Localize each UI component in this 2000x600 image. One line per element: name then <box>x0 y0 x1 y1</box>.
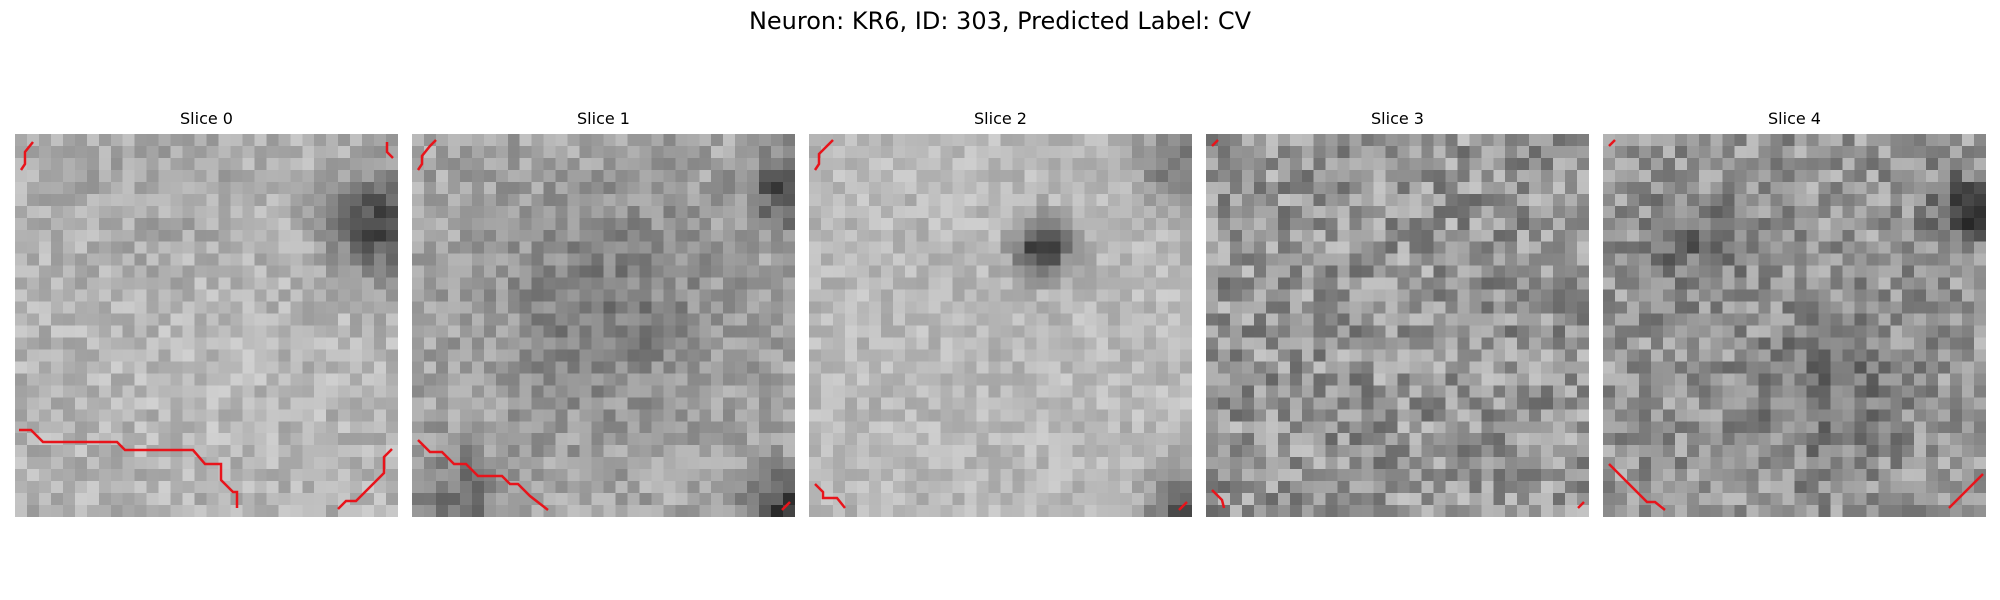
figure-title: Neuron: KR6, ID: 303, Predicted Label: C… <box>748 7 1252 35</box>
slice-pixels-4 <box>1603 134 1986 517</box>
contour-overlay-3 <box>1211 139 1585 509</box>
contour-overlay-1 <box>416 139 791 511</box>
contour-overlay-4 <box>1608 139 1984 511</box>
slice-pixels-3 <box>1206 134 1589 517</box>
slice-title-3: Slice 3 <box>1371 109 1424 128</box>
slice-panel-1: Slice 1 <box>412 106 795 517</box>
slice-image-1 <box>412 134 795 517</box>
slice-pixels-0 <box>15 134 398 517</box>
slice-panel-3: Slice 3 <box>1206 106 1589 517</box>
contour-overlay-2 <box>813 139 1188 511</box>
slice-image-0 <box>15 134 398 517</box>
slice-image-2 <box>809 134 1192 517</box>
slice-title-1: Slice 1 <box>577 109 630 128</box>
slice-title-2: Slice 2 <box>974 109 1027 128</box>
slice-title-4: Slice 4 <box>1768 109 1821 128</box>
slice-image-3 <box>1206 134 1589 517</box>
slice-image-4 <box>1603 134 1986 517</box>
slice-panel-0: Slice 0 <box>15 106 398 517</box>
slice-pixels-1 <box>412 134 795 517</box>
slice-title-0: Slice 0 <box>180 109 233 128</box>
slice-panel-2: Slice 2 <box>809 106 1192 517</box>
contour-overlay-0 <box>19 141 394 510</box>
slice-pixels-2 <box>809 134 1192 517</box>
slice-panel-4: Slice 4 <box>1603 106 1986 517</box>
